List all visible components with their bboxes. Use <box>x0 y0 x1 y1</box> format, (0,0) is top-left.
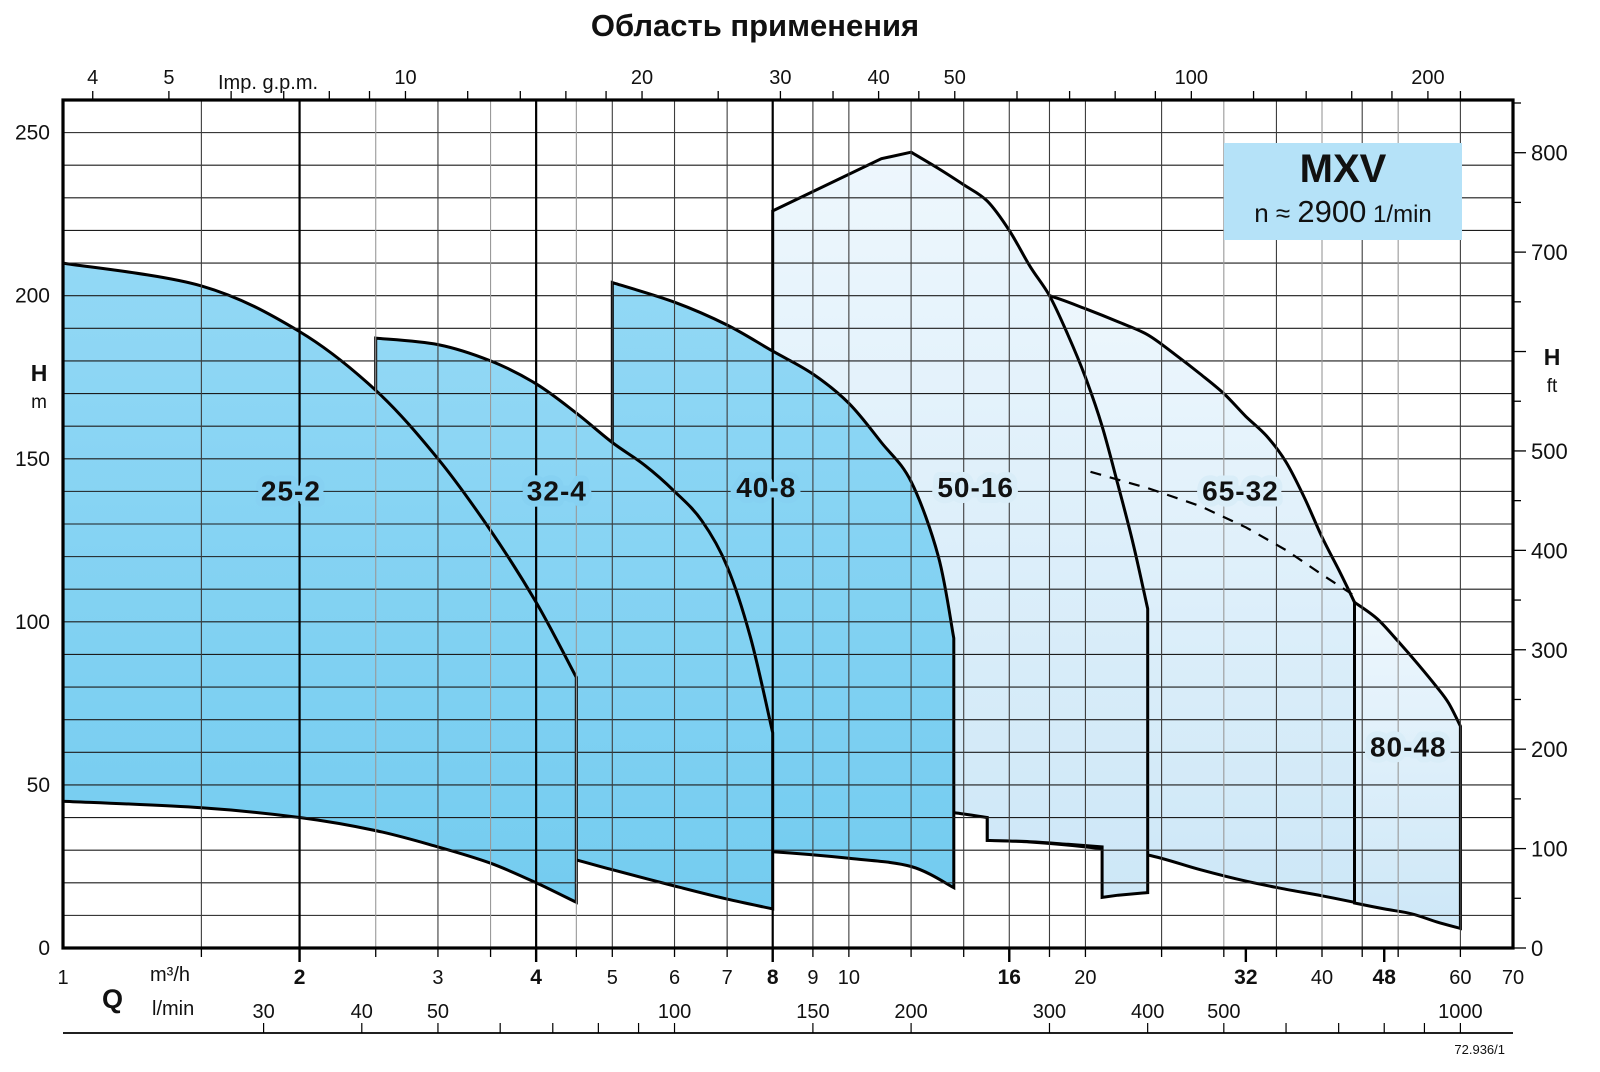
q-tick-label: 9 <box>807 967 818 989</box>
gpm-tick-label: 50 <box>944 67 966 89</box>
lmin-tick-label: 100 <box>658 1001 691 1023</box>
drawing-number: 72.936/1 <box>1454 1042 1505 1057</box>
q-tick-label: 70 <box>1502 967 1524 989</box>
q-axis-unit-lmin: l/min <box>152 998 195 1020</box>
q-axis-label: Q <box>102 984 124 1014</box>
lmin-tick-label: 50 <box>427 1001 449 1023</box>
h-ft-tick-label: 700 <box>1531 240 1568 265</box>
h-m-tick-label: 50 <box>27 774 50 797</box>
gpm-tick-label: 40 <box>867 67 889 89</box>
pump-region-25-2 <box>61 261 578 905</box>
legend-box: MXV n ≈ 2900 1/min <box>1224 143 1462 240</box>
h-m-axis-label: H <box>30 360 48 386</box>
legend-speed: n ≈ 2900 1/min <box>1224 192 1462 235</box>
h-ft-tick-label: 200 <box>1531 737 1568 762</box>
q-tick-label: 5 <box>607 967 618 989</box>
legend-speed-prefix: n ≈ <box>1254 198 1298 228</box>
region-label-32-4: 32-4 <box>527 475 587 506</box>
region-label-50-16: 50-16 <box>937 472 1014 503</box>
legend-model: MXV <box>1299 147 1387 191</box>
region-label-65-32: 65-32 <box>1202 475 1279 506</box>
q-tick-label: 32 <box>1234 966 1257 989</box>
h-ft-tick-label: 300 <box>1531 638 1568 663</box>
lmin-tick-label: 400 <box>1131 1001 1164 1023</box>
q-tick-label: 3 <box>432 967 443 989</box>
dashed-guide-line <box>1090 470 1356 597</box>
pump-region-80-48 <box>1353 599 1462 931</box>
gpm-tick-label: 4 <box>87 67 98 89</box>
region-label-25-2: 25-2 <box>261 475 321 506</box>
h-ft-tick-label: 800 <box>1531 141 1568 166</box>
lmin-tick-label: 30 <box>252 1001 274 1023</box>
h-m-axis-unit: m <box>31 392 47 413</box>
gpm-tick-label: 200 <box>1411 67 1444 89</box>
gpm-tick-label: 30 <box>769 67 791 89</box>
q-tick-label: 48 <box>1373 966 1397 989</box>
q-tick-label: 1 <box>57 967 68 989</box>
h-m-tick-label: 0 <box>38 937 50 960</box>
h-m-tick-label: 200 <box>15 285 50 308</box>
q-tick-label: 6 <box>669 967 680 989</box>
lmin-tick-label: 1000 <box>1438 1001 1483 1023</box>
lmin-tick-label: 300 <box>1033 1001 1066 1023</box>
h-ft-tick-label: 400 <box>1531 538 1568 563</box>
q-tick-label: 2 <box>294 966 306 989</box>
lmin-tick-label: 500 <box>1207 1001 1240 1023</box>
q-tick-label: 16 <box>998 966 1021 989</box>
h-ft-tick-label: 100 <box>1531 837 1568 862</box>
gpm-tick-label: 10 <box>394 67 416 89</box>
q-tick-label: 7 <box>722 967 733 989</box>
plot-border <box>61 98 1515 950</box>
lmin-tick-label: 40 <box>351 1001 373 1023</box>
h-ft-axis-label: H <box>1543 344 1561 370</box>
region-label-40-8: 40-8 <box>736 472 796 503</box>
q-tick-label: 8 <box>767 966 779 989</box>
h-m-tick-label: 100 <box>15 611 50 634</box>
gpm-tick-label: 20 <box>631 67 653 89</box>
h-m-tick-label: 150 <box>15 448 50 471</box>
lmin-tick-label: 150 <box>796 1001 829 1023</box>
chart-title: Область применения <box>590 8 920 43</box>
q-tick-label: 4 <box>530 966 542 989</box>
h-ft-tick-label: 500 <box>1531 439 1568 464</box>
gpm-tick-label: 5 <box>163 67 174 89</box>
q-tick-label: 20 <box>1074 967 1096 989</box>
h-ft-tick-label: 0 <box>1531 936 1543 961</box>
q-axis-unit-m3h: m³/h <box>150 964 190 986</box>
region-label-80-48: 80-48 <box>1370 731 1447 762</box>
gpm-axis-label: Imp. g.p.m. <box>218 72 319 94</box>
h-ft-axis-unit: ft <box>1546 376 1558 397</box>
gpm-tick-label: 100 <box>1175 67 1208 89</box>
q-tick-label: 10 <box>838 967 860 989</box>
q-tick-label: 60 <box>1449 967 1471 989</box>
lmin-tick-label: 200 <box>894 1001 927 1023</box>
h-m-tick-label: 250 <box>15 122 50 145</box>
q-tick-label: 40 <box>1311 967 1333 989</box>
legend-speed-unit: 1/min <box>1366 201 1432 228</box>
legend-speed-value: 2900 <box>1297 194 1367 229</box>
